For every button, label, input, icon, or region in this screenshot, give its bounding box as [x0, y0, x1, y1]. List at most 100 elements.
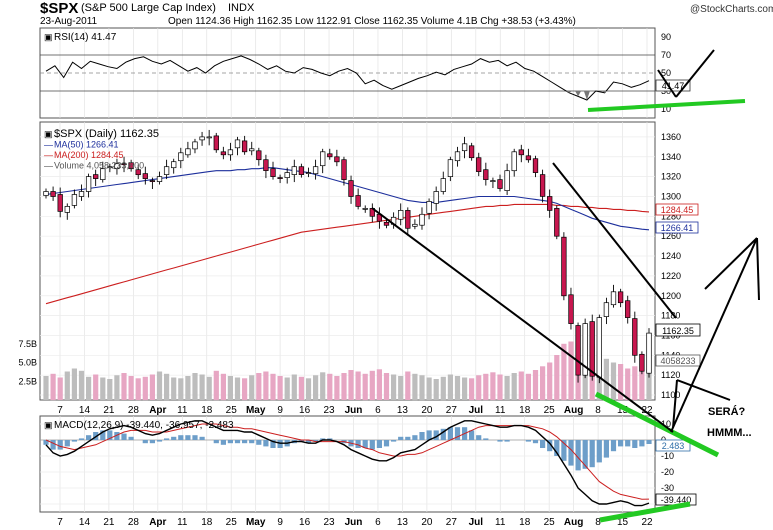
- candle-body: [64, 206, 70, 213]
- macd-histogram-bar: [610, 440, 617, 452]
- candle-body: [93, 174, 99, 179]
- x-tick-label-bottom: 7: [57, 517, 63, 528]
- x-tick-label: 25: [226, 405, 238, 416]
- macd-histogram-bar: [249, 440, 255, 444]
- macd-histogram-bar: [355, 440, 361, 448]
- macd-histogram-bar: [426, 430, 432, 440]
- volume-bar: [227, 376, 233, 400]
- volume-bar: [405, 371, 411, 400]
- volume-bar: [128, 376, 134, 400]
- macd-histogram-bar: [71, 440, 77, 442]
- macd-histogram-bar: [497, 440, 503, 442]
- macd-histogram-bar: [313, 440, 319, 442]
- macd-histogram-bar: [469, 430, 475, 440]
- rsi-arrow-down: [657, 69, 677, 98]
- volume-bar: [334, 376, 340, 400]
- macd-tick-label: -30: [661, 483, 674, 493]
- candle-body: [433, 191, 439, 204]
- candle-body: [596, 317, 602, 378]
- candle-body: [625, 300, 631, 318]
- candle-body: [185, 148, 191, 156]
- macd-upper-trendline: [594, 391, 720, 458]
- macd-histogram-bar: [568, 440, 574, 466]
- candle-body: [575, 325, 581, 376]
- candle-body: [206, 136, 212, 139]
- candle-body: [617, 291, 624, 304]
- x-tick-label-bottom: Jul: [469, 517, 484, 528]
- x-tick-label-bottom: 25: [226, 517, 238, 528]
- x-tick-label-bottom: 6: [375, 517, 381, 528]
- legend-swatch: —: [44, 150, 53, 160]
- macd-histogram-bar: [142, 440, 148, 444]
- panel-frame-1: [39, 121, 656, 401]
- candle-body: [582, 323, 588, 376]
- candle-body: [256, 150, 262, 161]
- x-tick-label-bottom: 14: [79, 517, 91, 528]
- rsi-support-trendline: [587, 99, 746, 112]
- volume-bar: [234, 377, 241, 400]
- volume-bar: [369, 370, 375, 401]
- macd-histogram-bar: [369, 440, 375, 450]
- volume-bar: [646, 369, 652, 400]
- macd-histogram-bar: [433, 430, 439, 440]
- candle-body: [568, 294, 574, 324]
- macd-histogram-bar: [213, 440, 219, 444]
- candle-body: [213, 135, 219, 151]
- candle-body: [114, 163, 120, 170]
- candle-body: [163, 166, 170, 175]
- candle-body: [532, 158, 539, 173]
- x-tick-label: Aug: [564, 405, 583, 416]
- x-tick-label: 25: [544, 405, 556, 416]
- x-tick-label: 11: [177, 405, 188, 416]
- x-tick-label-bottom: 18: [519, 517, 531, 528]
- x-tick-label: 18: [201, 405, 213, 416]
- index-name: (S&P 500 Large Cap Index): [81, 2, 216, 14]
- x-tick-label-bottom: May: [246, 517, 266, 528]
- candle-body: [85, 176, 92, 192]
- price-legend-entry: MA(50) 1266.41: [54, 140, 119, 150]
- x-tick-label: 21: [103, 405, 115, 416]
- price-tick-label: 1220: [661, 271, 681, 281]
- macd-histogram-bar: [107, 430, 113, 440]
- ma200-value-box-frame: [655, 203, 699, 216]
- x-tick-label-bottom: 25: [544, 517, 556, 528]
- candle-body: [454, 151, 461, 162]
- macd-histogram-bar: [454, 427, 461, 440]
- candle-body: [561, 236, 567, 297]
- x-tick-label: 6: [375, 405, 381, 416]
- volume-bar: [305, 378, 312, 401]
- price-arrow-shaft: [676, 379, 731, 401]
- x-tick-label: 11: [495, 405, 506, 416]
- x-tick-label-bottom: 18: [201, 517, 213, 528]
- legend-swatch: —: [44, 161, 53, 171]
- macd-histogram-bar: [618, 440, 624, 447]
- macd-panel-icon: ▣: [44, 420, 53, 430]
- candle-body: [234, 139, 241, 149]
- macd-histogram-bar: [178, 435, 184, 440]
- macd-histogram-bar: [43, 440, 49, 445]
- volume-bar: [355, 371, 361, 400]
- macd-histogram-bar: [504, 440, 510, 442]
- x-tick-label-bottom: 15: [617, 517, 629, 528]
- x-tick-label-bottom: Apr: [149, 517, 166, 528]
- macd-histogram-bar: [646, 440, 652, 444]
- price-tick-label: 1200: [661, 291, 681, 301]
- price-tick-label: 1260: [661, 231, 681, 241]
- macd-histogram-bar: [447, 427, 453, 440]
- macd-histogram-bar: [156, 440, 163, 442]
- macd-histogram-bar: [639, 440, 645, 447]
- x-tick-label-bottom: Aug: [564, 517, 583, 528]
- candle-body: [298, 166, 305, 175]
- price-tick-label: 1320: [661, 172, 681, 182]
- candle-body: [461, 143, 468, 152]
- candle-body: [511, 151, 517, 172]
- x-tick-label-bottom: 9: [277, 517, 283, 528]
- symbol-title: $SPX: [40, 0, 79, 17]
- price-channel-upper-line: [552, 162, 677, 319]
- candle-body: [334, 156, 340, 163]
- volume-bar: [320, 372, 326, 401]
- legend-swatch: ▣: [44, 129, 53, 139]
- macd-histogram-bar: [575, 440, 581, 471]
- candle-body: [284, 172, 290, 178]
